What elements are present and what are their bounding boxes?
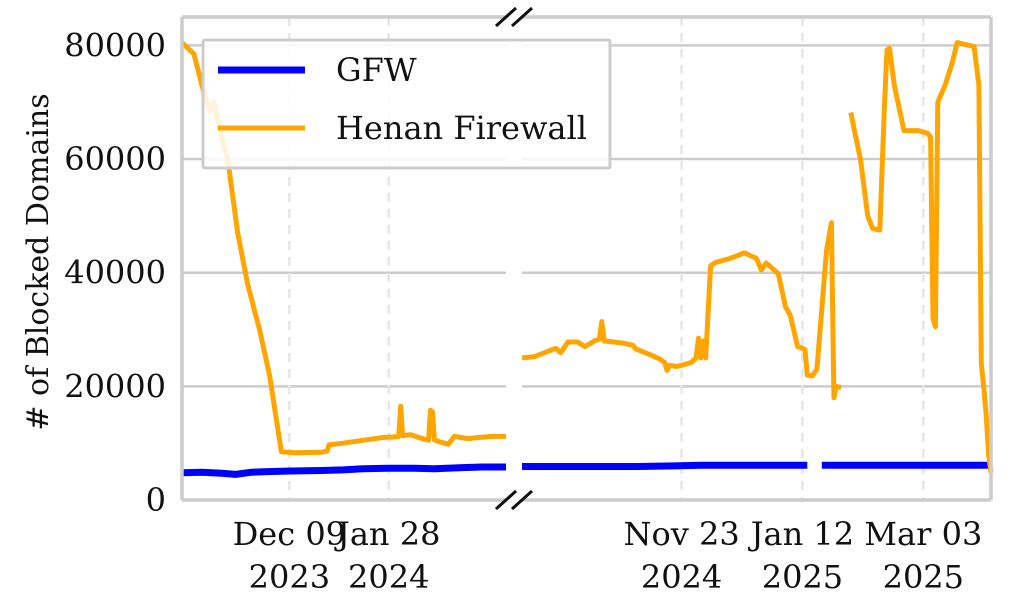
x-tick-year: 2024 [348, 558, 429, 596]
legend-label: Henan Firewall [336, 109, 587, 147]
y-tick-label: 60000 [64, 140, 166, 178]
x-tick-year: 2024 [641, 558, 722, 596]
henan-series-line [521, 220, 842, 401]
y-tick-label: 0 [146, 481, 166, 519]
axis-break-mark [494, 6, 518, 28]
x-tick-year: 2025 [883, 558, 964, 596]
y-tick-label: 80000 [64, 26, 166, 64]
y-tick-label: 20000 [64, 367, 166, 405]
x-tick-year: 2025 [762, 558, 843, 596]
x-tick-year: 2023 [249, 558, 330, 596]
legend-label: GFW [336, 51, 417, 89]
gfw-series-line [522, 461, 808, 470]
x-tick-label: Jan 28 [334, 515, 440, 553]
x-tick-label: Dec 09 [233, 515, 346, 553]
henan-series-line [848, 40, 994, 474]
x-tick-label: Nov 23 [623, 515, 739, 553]
y-axis-label: # of Blocked Domains [21, 93, 56, 430]
gfw-series-line [181, 463, 506, 478]
legend: GFW Henan Firewall [201, 38, 612, 170]
axis-break-mark [510, 6, 534, 28]
axis-break-mark [494, 489, 518, 511]
axes-frame [180, 6, 993, 511]
x-tick-label: Jan 12 [748, 515, 854, 553]
axis-break-mark [510, 489, 534, 511]
y-tick-label: 40000 [64, 254, 166, 292]
x-tick-label: Mar 03 [864, 515, 982, 553]
